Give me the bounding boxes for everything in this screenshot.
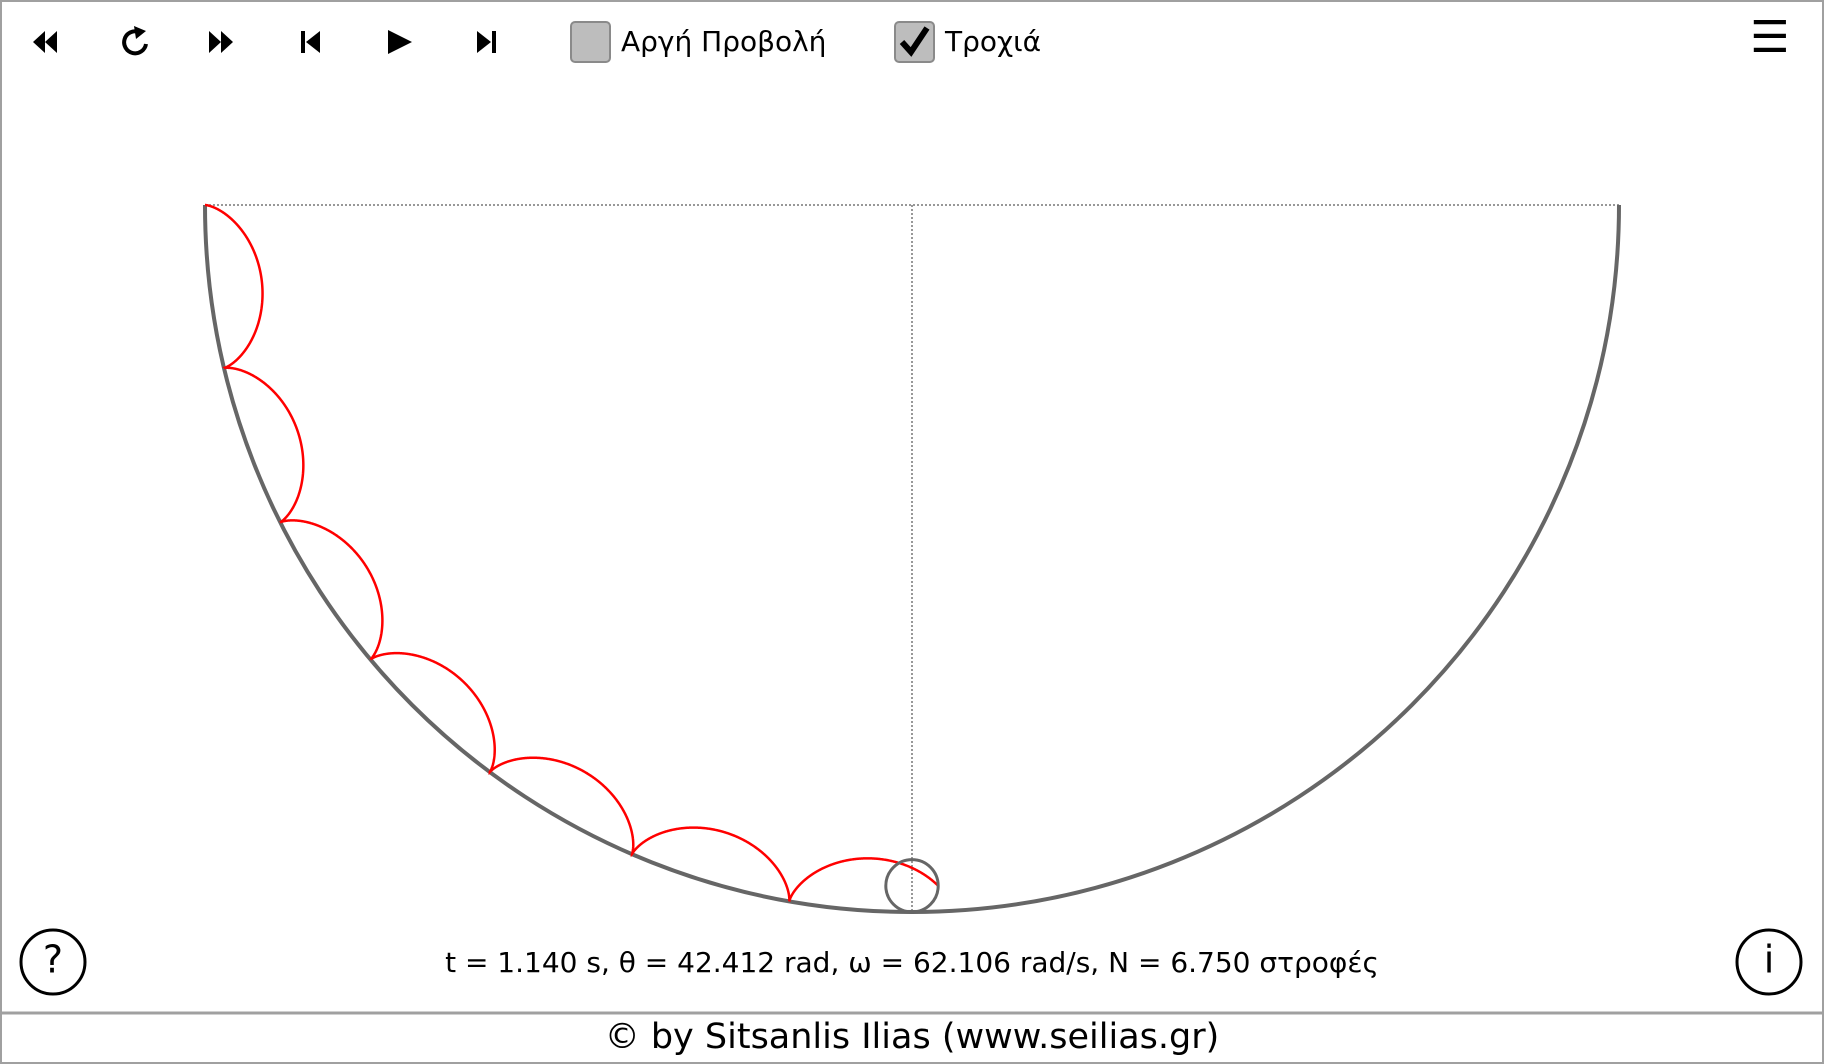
simulation — [203, 203, 1621, 914]
info-button[interactable] — [1735, 928, 1803, 996]
checkbox-label[interactable]: Αργή Προβολή — [621, 25, 826, 58]
trajectory — [204, 203, 940, 903]
check-mark — [899, 26, 930, 57]
help-label[interactable]: ? — [43, 938, 63, 982]
rolling-wheel — [884, 858, 940, 914]
rewind-button[interactable] — [33, 31, 57, 53]
fast-forward-button[interactable] — [209, 31, 233, 53]
help-button[interactable] — [19, 928, 87, 996]
check-tick — [899, 26, 930, 57]
step-back-button[interactable] — [301, 31, 320, 53]
checkbox-label[interactable]: Τροχιά — [944, 25, 1041, 58]
checkbox[interactable] — [570, 21, 611, 63]
trajectory-toggle[interactable]: Τροχιά — [894, 21, 1041, 63]
step-forward-button[interactable] — [477, 31, 496, 53]
footer-credit: © by Sitsanlis Ilias (www.seilias.gr) — [605, 1017, 1220, 1057]
reset-button[interactable] — [122, 26, 148, 56]
play-button[interactable] — [388, 30, 412, 54]
info-label[interactable]: i — [1764, 938, 1775, 982]
slow-motion-toggle[interactable]: Αργή Προβολή — [570, 21, 826, 63]
status-readout: t = 1.140 s, θ = 42.412 rad, ω = 62.106 … — [445, 946, 1379, 979]
menu-button[interactable]: ☰ — [1750, 12, 1789, 63]
